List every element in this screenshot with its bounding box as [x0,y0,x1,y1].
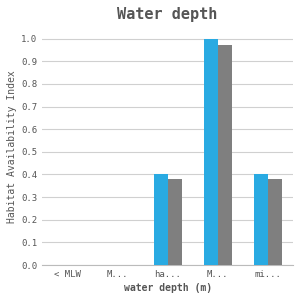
Bar [154,175,168,265]
Bar [218,45,232,265]
X-axis label: water depth (m): water depth (m) [124,283,212,293]
Bar [168,179,182,265]
Bar [204,39,218,265]
Bar [268,179,282,265]
Title: Water depth: Water depth [117,7,218,22]
Y-axis label: Habitat Availability Index: Habitat Availability Index [7,70,17,223]
Bar [254,175,268,265]
